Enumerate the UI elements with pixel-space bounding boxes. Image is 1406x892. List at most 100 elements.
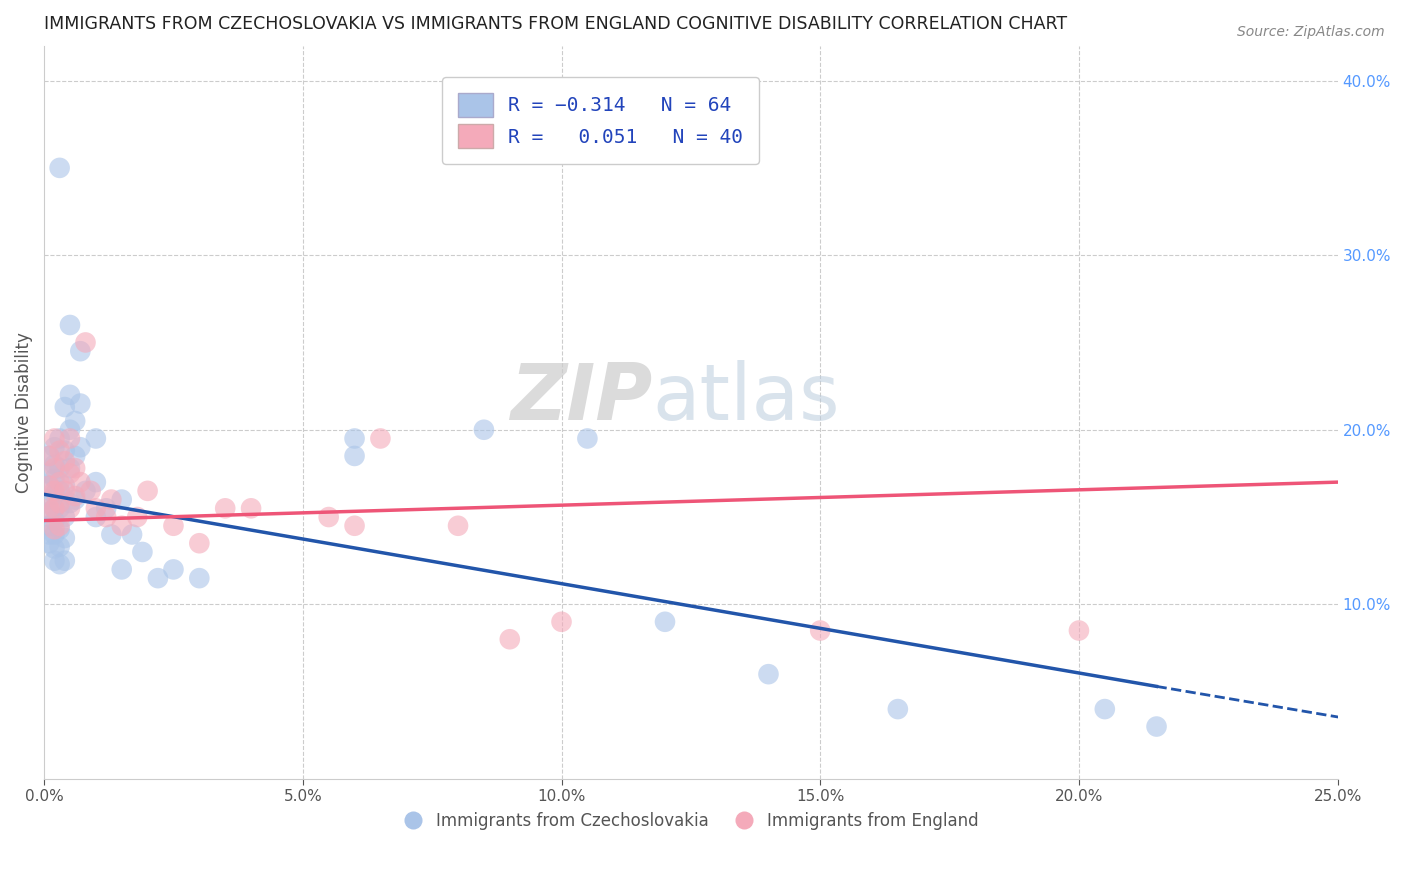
Point (44, 522, 66, 536)
Point (44, 432, 66, 446)
Point (111, 518, 134, 533)
Point (576, 432, 599, 446)
Point (44, 501, 66, 516)
Point (1146, 720, 1168, 734)
Point (44, 501, 66, 516)
Point (59, 423, 82, 437)
Point (84, 475, 107, 489)
Point (59, 501, 82, 516)
Point (84, 510, 107, 524)
Point (100, 527, 122, 541)
Point (44, 461, 66, 475)
Point (53, 443, 76, 458)
Point (48, 522, 70, 536)
Point (146, 571, 169, 585)
Point (48, 161, 70, 175)
Point (343, 449, 366, 463)
Point (38, 449, 60, 463)
Point (499, 632, 522, 647)
Point (79, 483, 101, 498)
Point (59, 467, 82, 481)
Point (48, 443, 70, 458)
Point (69, 396, 91, 410)
Point (887, 702, 910, 716)
Point (48, 461, 70, 475)
Point (75, 335, 97, 350)
Point (44, 541, 66, 556)
Point (59, 388, 82, 402)
Point (136, 483, 159, 498)
Point (59, 496, 82, 510)
Point (472, 423, 495, 437)
Point (100, 492, 122, 507)
Point (63, 492, 86, 507)
Point (44, 483, 66, 498)
Text: ZIP: ZIP (510, 359, 652, 435)
Point (188, 536, 211, 550)
Point (447, 518, 470, 533)
Point (48, 432, 70, 446)
Point (48, 518, 70, 533)
Point (121, 527, 143, 541)
Point (44, 514, 66, 528)
Point (63, 461, 86, 475)
Point (38, 518, 60, 533)
Point (84, 432, 107, 446)
Point (162, 518, 184, 533)
Point (38, 478, 60, 492)
Point (63, 414, 86, 428)
Point (318, 510, 340, 524)
Point (48, 475, 70, 489)
Legend: Immigrants from Czechoslovakia, Immigrants from England: Immigrants from Czechoslovakia, Immigran… (396, 805, 986, 837)
Point (53, 531, 76, 545)
Point (654, 615, 676, 629)
Point (96, 501, 118, 516)
Point (131, 545, 153, 559)
Point (69, 344, 91, 359)
Point (84, 501, 107, 516)
Point (63, 449, 86, 463)
Point (48, 501, 70, 516)
Point (59, 432, 82, 446)
Point (188, 571, 211, 585)
Point (808, 624, 831, 638)
Point (44, 458, 66, 472)
Point (38, 492, 60, 507)
Point (59, 318, 82, 332)
Point (53, 510, 76, 524)
Point (758, 667, 780, 681)
Point (53, 400, 76, 414)
Point (38, 527, 60, 541)
Point (111, 562, 134, 576)
Point (53, 478, 76, 492)
Point (38, 449, 60, 463)
Point (44, 440, 66, 454)
Point (44, 487, 66, 501)
Point (96, 510, 118, 524)
Point (59, 461, 82, 475)
Point (38, 536, 60, 550)
Point (162, 562, 184, 576)
Y-axis label: Cognitive Disability: Cognitive Disability (15, 332, 32, 492)
Point (44, 554, 66, 568)
Point (53, 454, 76, 468)
Point (38, 505, 60, 519)
Point (38, 478, 60, 492)
Point (550, 615, 572, 629)
Point (53, 554, 76, 568)
Point (44, 527, 66, 541)
Point (370, 432, 392, 446)
Point (38, 467, 60, 481)
Point (69, 440, 91, 454)
Text: Source: ZipAtlas.com: Source: ZipAtlas.com (1237, 25, 1385, 39)
Point (63, 489, 86, 503)
Point (38, 501, 60, 516)
Point (214, 501, 236, 516)
Point (127, 510, 149, 524)
Point (48, 557, 70, 571)
Point (343, 432, 366, 446)
Point (75, 483, 97, 498)
Point (111, 492, 134, 507)
Point (48, 483, 70, 498)
Point (53, 483, 76, 498)
